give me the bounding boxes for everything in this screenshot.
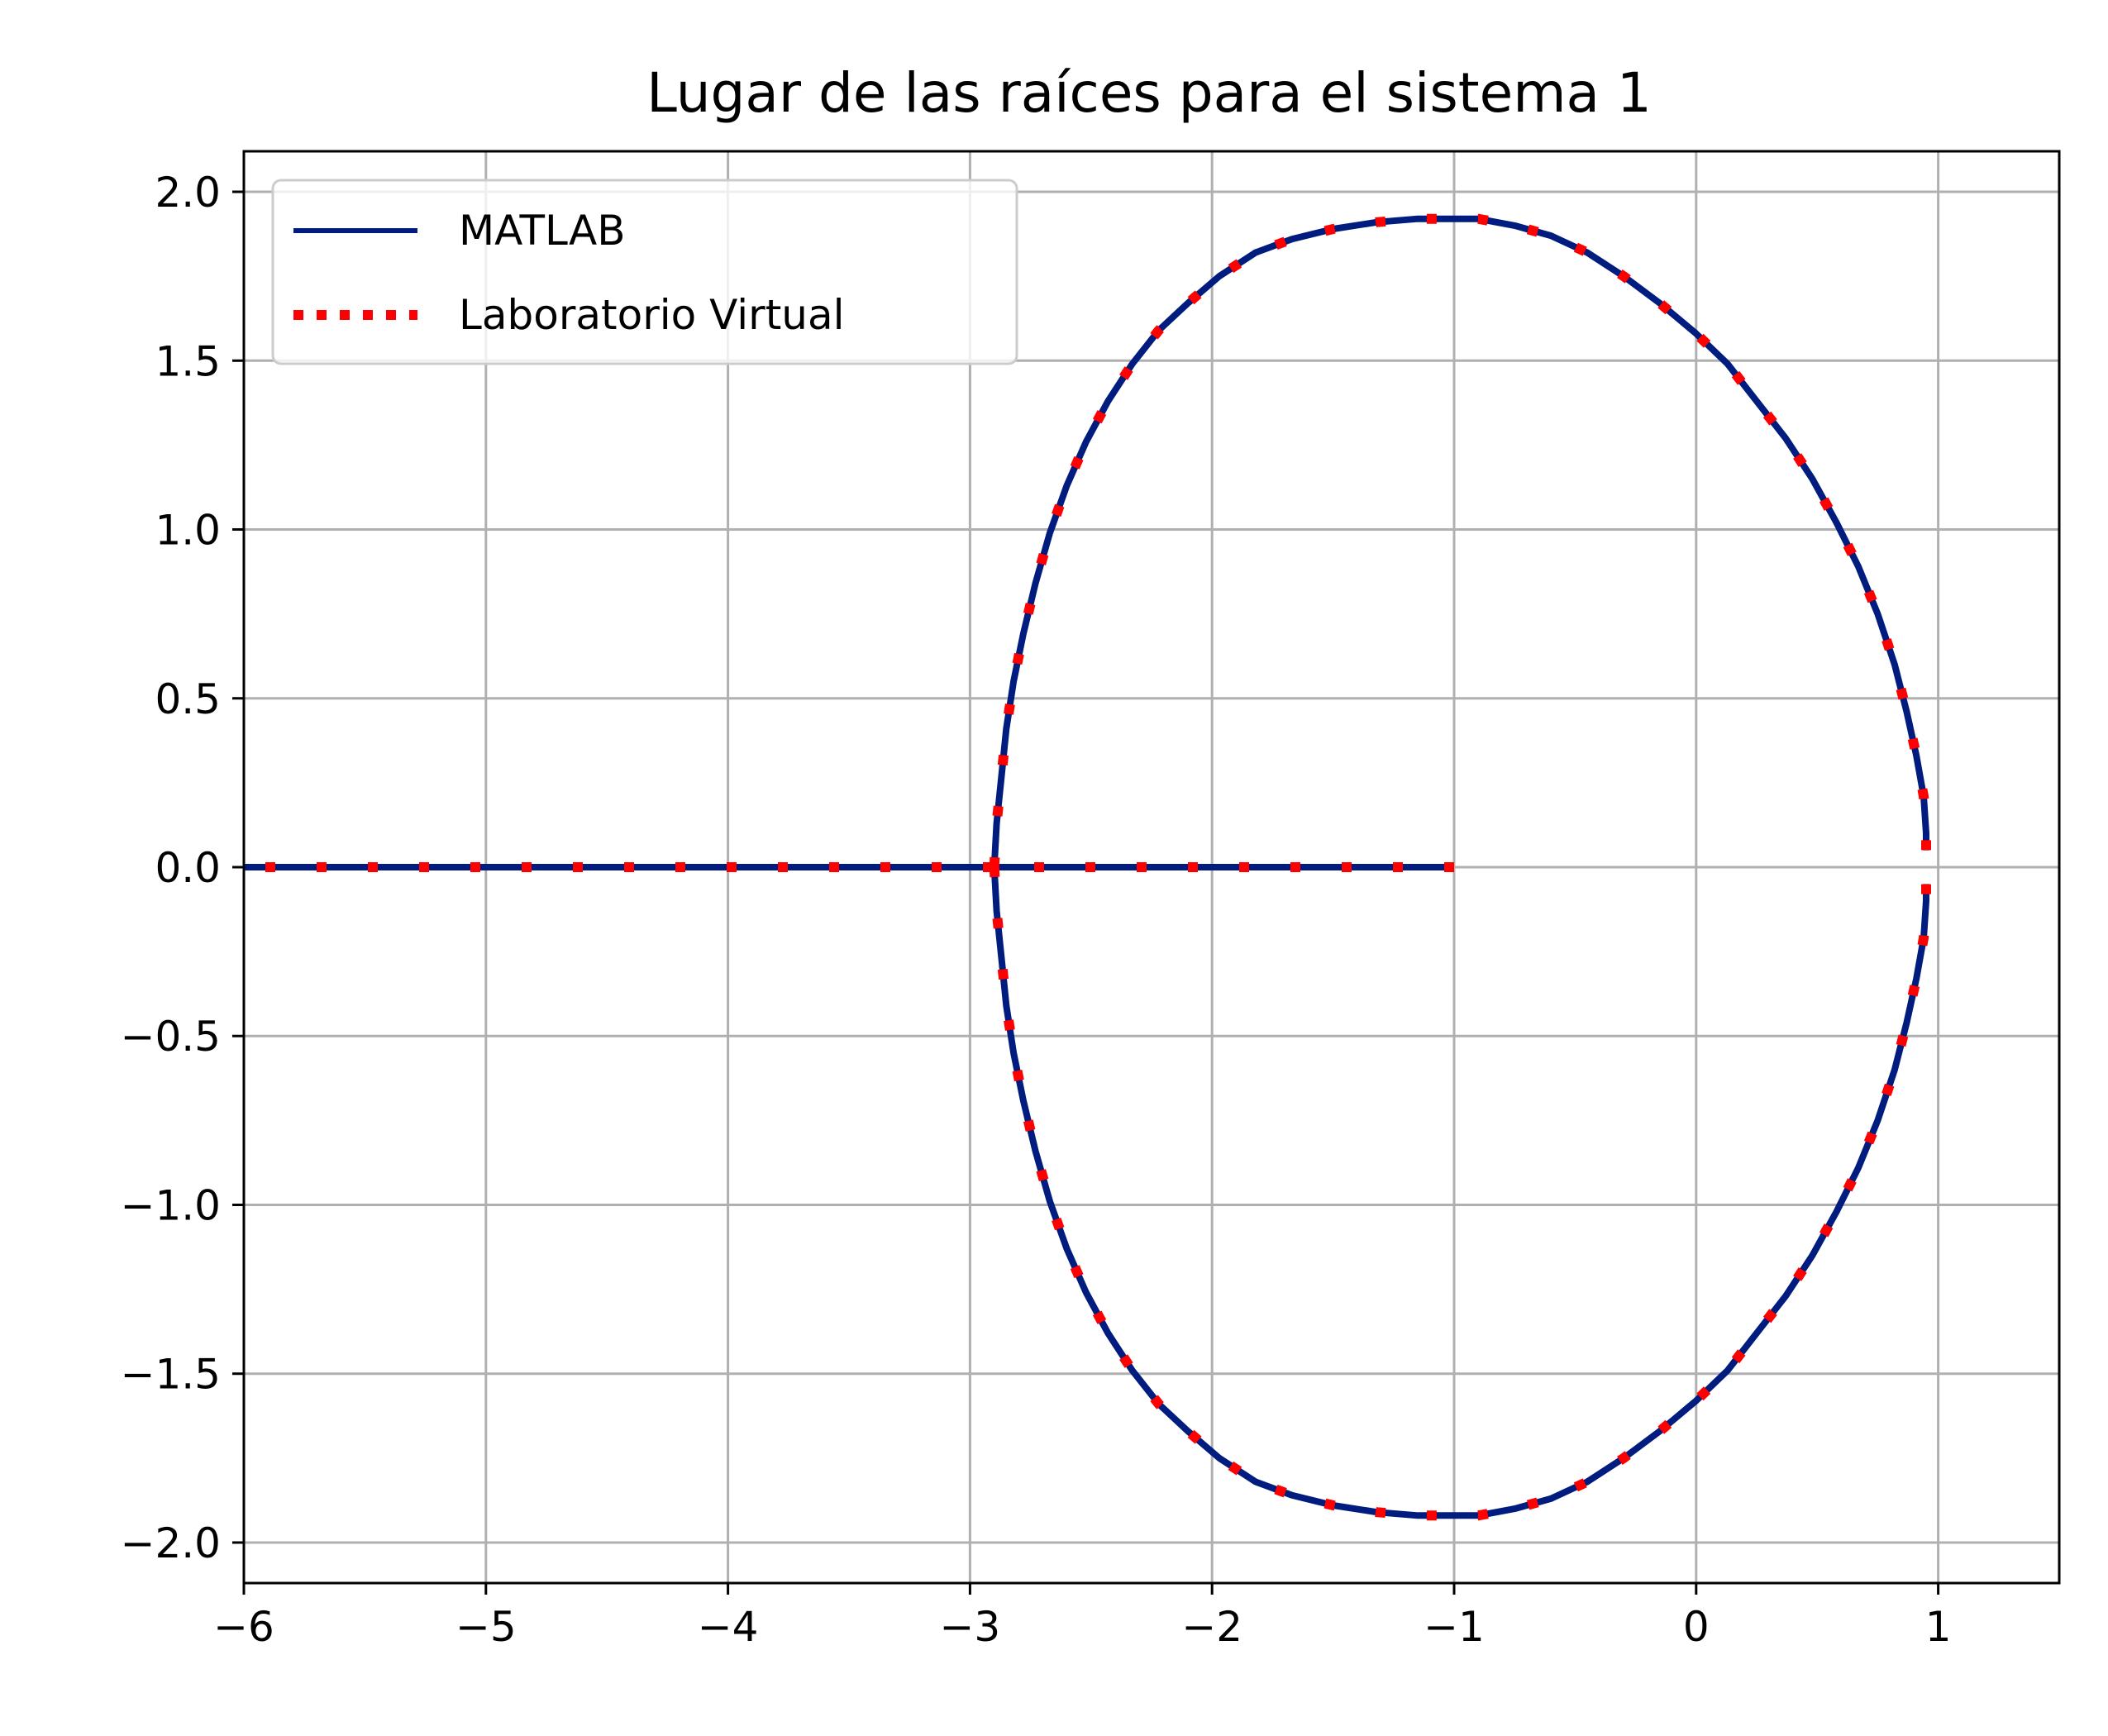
x-tick-label: −6 bbox=[213, 1603, 274, 1651]
y-tick-label: 0.0 bbox=[155, 844, 221, 892]
x-tick-label: 0 bbox=[1683, 1603, 1710, 1651]
y-tick-label: −1.5 bbox=[121, 1351, 221, 1399]
legend: MATLAB Laboratorio Virtual bbox=[271, 179, 1018, 365]
x-tick-label: 1 bbox=[1925, 1603, 1952, 1651]
series-matlab-branch-3 bbox=[990, 866, 1929, 1519]
y-tick-label: −2.0 bbox=[121, 1519, 221, 1567]
axis-ticks: −6 −5 −4 −3 −2 −1 0 1 2.0 1.5 1.0 0.5 0.0 −0.5 −1.0 −1.… bbox=[121, 169, 1952, 1651]
x-tick-label: −2 bbox=[1181, 1603, 1242, 1651]
series-matlab-branch-2 bbox=[990, 215, 1929, 868]
y-tick-label: −1.0 bbox=[121, 1181, 221, 1229]
x-tick-label: −5 bbox=[455, 1603, 517, 1651]
y-tick-label: 1.5 bbox=[155, 337, 221, 385]
chart-title: Lugar de las raíces para el sistema 1 bbox=[646, 61, 1652, 125]
legend-label-laboratorio-virtual: Laboratorio Virtual bbox=[459, 291, 845, 339]
x-tick-label: −4 bbox=[698, 1603, 759, 1651]
legend-label-matlab: MATLAB bbox=[459, 207, 626, 255]
y-tick-label: −0.5 bbox=[121, 1013, 221, 1061]
plot-series bbox=[244, 213, 1931, 1521]
y-tick-label: 0.5 bbox=[155, 675, 221, 723]
x-tick-label: −1 bbox=[1424, 1603, 1485, 1651]
y-tick-label: 2.0 bbox=[155, 169, 221, 217]
x-tick-label: −3 bbox=[940, 1603, 1001, 1651]
y-tick-label: 1.0 bbox=[155, 507, 221, 555]
legend-frame bbox=[271, 179, 1018, 365]
